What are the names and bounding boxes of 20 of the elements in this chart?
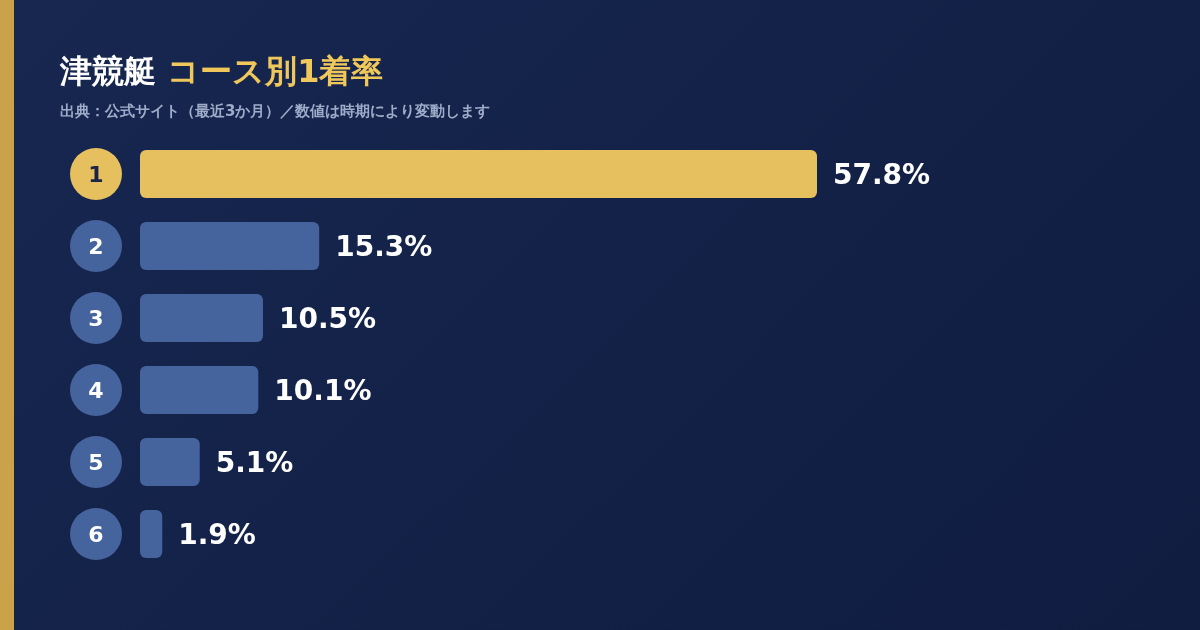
data-label: 57.8%	[833, 157, 931, 191]
chart-subtitle: 出典：公式サイト（最近3か月）／数値は時期により変動します	[60, 102, 491, 121]
bar	[140, 294, 263, 342]
bar	[140, 150, 817, 198]
bar	[140, 222, 320, 270]
data-label: 1.9%	[178, 517, 256, 551]
y-tick-label: 5	[88, 449, 104, 475]
bar	[140, 366, 259, 414]
bar	[140, 510, 163, 558]
data-label: 10.1%	[274, 373, 372, 407]
y-tick-label: 4	[88, 377, 104, 403]
y-tick-label: 3	[88, 305, 104, 331]
bar	[140, 438, 200, 486]
data-label: 5.1%	[215, 445, 294, 479]
chart-title: 津競艇 コース別1着率	[60, 52, 384, 90]
y-tick-label: 6	[88, 521, 104, 547]
data-label: 15.3%	[335, 229, 433, 263]
data-label: 10.5%	[278, 301, 377, 335]
y-tick-label: 1	[88, 161, 104, 187]
y-tick-label: 2	[88, 233, 104, 259]
